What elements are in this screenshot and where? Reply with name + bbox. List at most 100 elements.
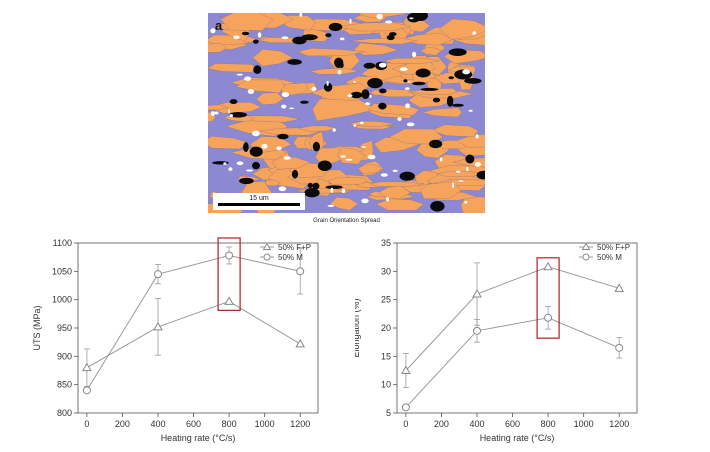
y-tick-label: 900 <box>57 351 72 361</box>
dark-grain <box>389 32 397 37</box>
orange-grain <box>220 11 274 31</box>
orange-grain <box>271 156 311 170</box>
legend-label: 50% M <box>278 253 303 262</box>
white-spot <box>385 20 393 24</box>
white-spot <box>462 69 471 75</box>
y-tick-label: 30 <box>381 266 391 276</box>
dark-grain <box>429 139 443 149</box>
white-spot <box>468 109 473 112</box>
orange-grain <box>330 197 359 211</box>
white-spot <box>214 111 219 115</box>
dark-grain <box>399 171 415 181</box>
microstructure-map: a 15 um <box>184 8 512 221</box>
orange-grain <box>315 147 347 166</box>
dark-grain <box>412 10 428 21</box>
white-spot <box>455 170 461 173</box>
white-spot <box>281 36 289 40</box>
white-spot <box>311 86 317 92</box>
white-spot <box>369 95 372 98</box>
x-tick-label: 800 <box>222 419 237 429</box>
plot-frame <box>77 242 319 414</box>
dark-grain <box>249 146 263 157</box>
orange-grain <box>353 42 399 56</box>
white-spot <box>353 80 356 83</box>
white-spot <box>472 31 477 35</box>
white-spot <box>247 89 255 94</box>
white-spot <box>257 32 262 38</box>
white-spot <box>347 94 353 98</box>
dark-grain <box>334 57 344 68</box>
white-spot <box>261 143 268 149</box>
orange-grain <box>375 198 425 211</box>
plot-frame <box>396 242 638 414</box>
white-spot <box>474 162 482 167</box>
orange-grain <box>383 58 440 64</box>
white-spot <box>367 154 376 160</box>
dark-grain <box>361 89 370 100</box>
dark-grain <box>312 182 320 190</box>
dark-grain <box>448 76 455 80</box>
legend-label: 50% F+P <box>597 243 630 252</box>
white-spot <box>345 158 353 161</box>
panel-label: a <box>215 18 223 33</box>
uts-chart-svg: 0 200 400 600 800 1000 1200 800 850 900 950 1000 105… <box>32 237 319 443</box>
x-tick-label: 600 <box>505 419 520 429</box>
y-tick-label: 1050 <box>52 266 72 276</box>
orange-grain <box>436 171 482 177</box>
data-point-triangle <box>614 283 625 292</box>
white-spot <box>365 102 371 106</box>
dark-grain <box>325 33 332 38</box>
orange-grain <box>348 37 418 45</box>
y-tick-label: 1100 <box>53 238 72 248</box>
dark-grain <box>252 39 259 44</box>
legend-marker-circle <box>582 253 590 261</box>
grain-map-image: a 15 um <box>184 8 512 221</box>
white-spot <box>400 67 408 72</box>
white-spot <box>378 62 387 68</box>
dark-grain <box>291 169 299 179</box>
white-spot <box>228 109 231 114</box>
uts-chart: 0 200 400 600 800 1000 1200 800 850 900 950 1000 105… <box>6 226 351 447</box>
legend-marker-triangle <box>262 242 272 250</box>
white-spot <box>359 121 364 125</box>
y-tick-label: 950 <box>57 323 72 333</box>
white-spot <box>386 197 390 202</box>
dark-grain <box>307 182 313 189</box>
data-point-triangle <box>543 261 553 271</box>
dark-grain <box>253 65 262 74</box>
series-line <box>405 317 620 408</box>
dark-grain <box>403 79 408 83</box>
y-tick-label: 35 <box>381 238 391 248</box>
white-spot <box>210 111 215 117</box>
dark-grain <box>241 31 250 36</box>
dark-grain <box>317 160 332 172</box>
orange-grain <box>419 47 442 56</box>
data-point-circle <box>615 343 624 352</box>
white-spot <box>361 146 366 148</box>
white-spot <box>244 76 252 81</box>
elongation-chart: 0 200 400 600 800 1000 1200 5 10 15 20 25 30 35 Heatin… <box>351 226 700 447</box>
orange-grain <box>327 177 368 186</box>
y-tick-label: 5 <box>386 408 391 418</box>
orange-grain <box>407 88 459 95</box>
orange-grain <box>378 185 411 199</box>
legend-label: 50% F+P <box>278 243 311 252</box>
y-tick-label: 10 <box>381 380 391 390</box>
orange-grain <box>235 79 285 93</box>
data-point-triangle <box>472 288 482 298</box>
dark-grain <box>420 87 439 91</box>
white-spot <box>341 188 346 193</box>
white-spot <box>337 69 342 75</box>
y-axis-label: UTS (MPa) <box>32 305 42 350</box>
scale-bar-label: 15 um <box>249 195 269 202</box>
data-point-triangle <box>82 362 92 372</box>
orange-grain <box>252 49 294 67</box>
white-spot <box>229 114 233 118</box>
elongation-chart-svg: 0 200 400 600 800 1000 1200 5 10 15 20 25 30 35 Heatin… <box>351 238 638 443</box>
data-point-triangle <box>153 321 163 331</box>
orange-grain <box>348 120 396 127</box>
white-spot <box>406 122 415 127</box>
white-spot <box>276 146 282 151</box>
y-tick-label: 15 <box>381 351 391 361</box>
white-spot <box>475 134 479 139</box>
